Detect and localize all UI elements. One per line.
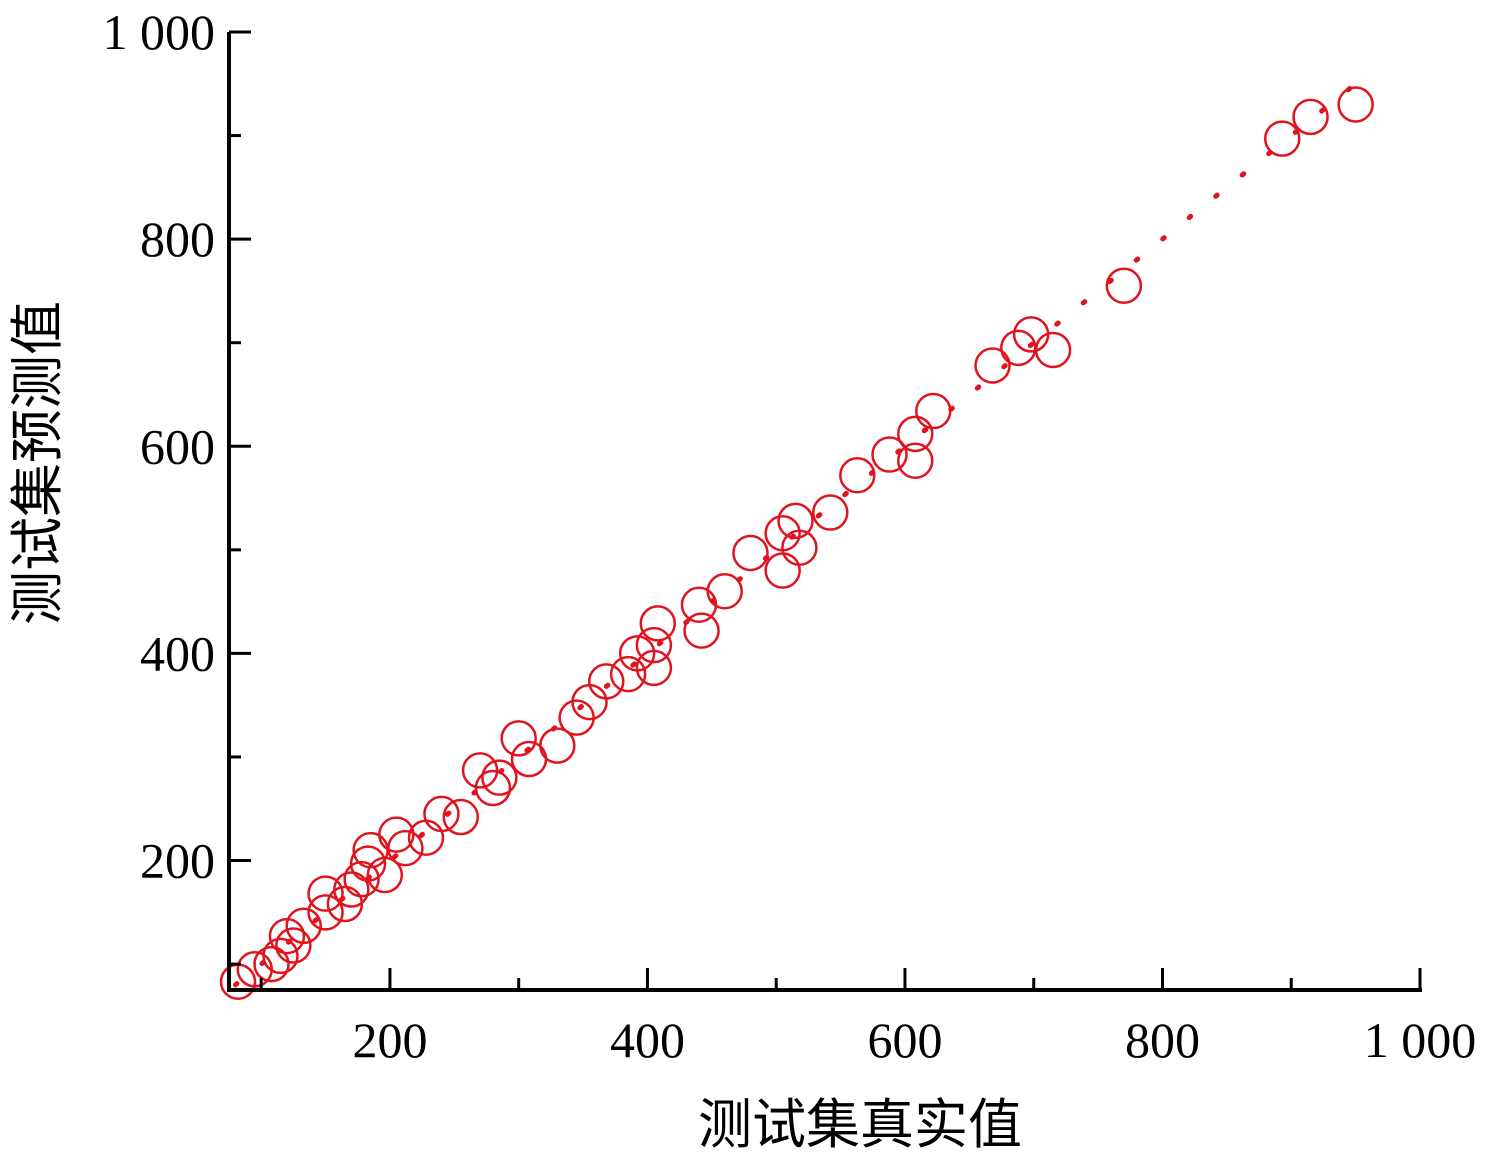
data-point (871, 436, 908, 473)
x-tick-label: 200 (352, 1012, 427, 1068)
data-point (683, 612, 720, 649)
ticks: 200 400 600 800 1 000 200 400 600 800 1 000 (103, 4, 1477, 1068)
x-tick-label: 400 (610, 1012, 685, 1068)
data-point (609, 655, 647, 693)
y-tick-label: 1 000 (103, 4, 216, 60)
data-point (378, 816, 415, 853)
data-point (915, 392, 952, 430)
data-point (253, 945, 290, 983)
data-point (500, 720, 537, 757)
data-point (387, 829, 424, 867)
data-point (1105, 267, 1143, 304)
data-point (262, 937, 299, 975)
data-point (1034, 331, 1072, 369)
data-point (442, 798, 480, 836)
data-point (333, 871, 370, 908)
data-point (974, 347, 1011, 384)
y-axis-title: 测试集预测值 (6, 301, 69, 625)
x-tick-label: 800 (1125, 1012, 1200, 1068)
fit-line (232, 70, 1371, 988)
data-points (219, 86, 1374, 1000)
data-point (635, 649, 673, 687)
data-point (639, 605, 677, 642)
y-tick-label: 800 (140, 211, 215, 267)
data-point (307, 894, 344, 931)
data-point (1337, 86, 1374, 123)
y-tick-label: 400 (140, 625, 215, 681)
data-point (812, 494, 849, 531)
data-point (781, 529, 818, 567)
data-point (343, 860, 380, 898)
data-point (732, 534, 769, 572)
data-point (635, 626, 673, 664)
y-tick-label: 600 (140, 418, 215, 474)
data-point (275, 927, 312, 964)
data-point (539, 727, 576, 764)
data-point (777, 502, 814, 540)
data-point (1292, 98, 1329, 136)
x-tick-label: 600 (867, 1012, 942, 1068)
data-point (706, 573, 743, 610)
data-point (897, 415, 934, 453)
data-point (897, 442, 934, 480)
data-point (474, 769, 512, 807)
data-point (481, 759, 518, 796)
data-point (839, 457, 876, 494)
data-point (558, 699, 595, 736)
x-tick-label: 1 000 (1364, 1012, 1477, 1068)
data-point (285, 907, 322, 945)
data-point (764, 552, 801, 589)
axes (227, 32, 1422, 992)
data-point (588, 663, 625, 700)
data-point (307, 875, 344, 912)
data-point (423, 795, 460, 833)
fit-line-layer (232, 70, 1371, 988)
data-point (366, 856, 404, 894)
y-tick-label: 200 (140, 833, 215, 889)
data-point (1263, 120, 1301, 157)
x-axis-title: 测试集真实值 (698, 1093, 1022, 1153)
data-point (571, 683, 608, 721)
